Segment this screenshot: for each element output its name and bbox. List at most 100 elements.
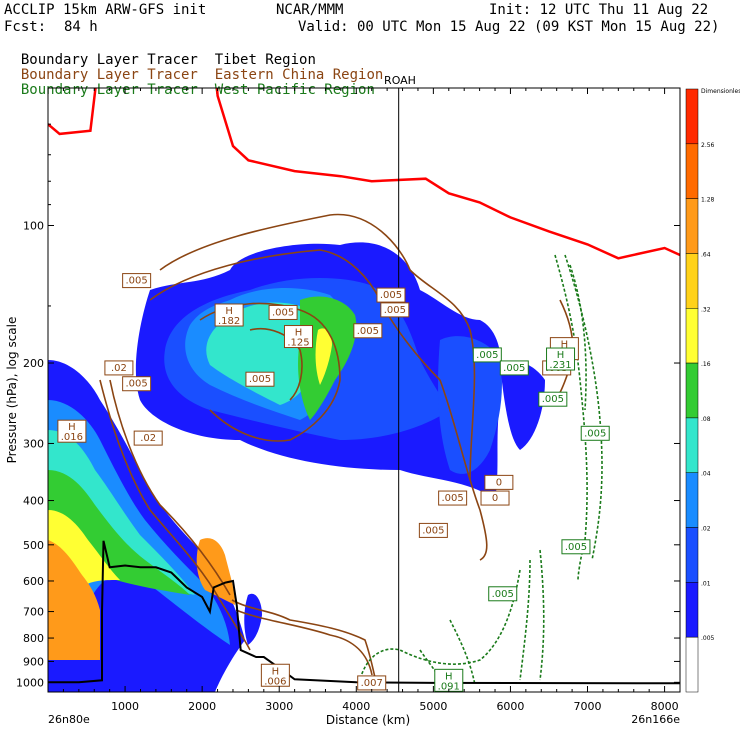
marker-label: ROAH bbox=[384, 74, 416, 87]
tracer-label-text: .005 bbox=[492, 589, 514, 600]
tracer-label-box bbox=[418, 522, 448, 538]
tracer-label-box bbox=[268, 304, 298, 320]
tracer-label-text: H bbox=[445, 671, 453, 682]
tracer-label-box bbox=[353, 323, 383, 339]
tracer-label-text: H bbox=[272, 666, 280, 677]
tracer-label-box bbox=[133, 430, 163, 446]
colorbar-swatch bbox=[685, 582, 699, 638]
tracer-label-box bbox=[283, 325, 313, 349]
tracer-label-text: .007 bbox=[361, 678, 383, 689]
x-tick-label: 8000 bbox=[651, 700, 679, 713]
y-tick-label: 1000 bbox=[16, 676, 44, 689]
org-label: NCAR/MMM bbox=[276, 2, 344, 18]
tracer-label-text: .005 bbox=[357, 326, 379, 337]
tracer-label-box bbox=[245, 371, 275, 387]
colorbar-label: 1.28 bbox=[701, 197, 715, 204]
x-tick-label: 5000 bbox=[419, 700, 447, 713]
tracer-label-text: .005 bbox=[476, 350, 498, 361]
tracer-label-box bbox=[538, 391, 568, 407]
x-tick-label: 3000 bbox=[265, 700, 293, 713]
plot-area: .005H.182.005H.125.005.005.02.02H.016.00… bbox=[48, 88, 680, 692]
tracer-label-text: .005 bbox=[442, 493, 464, 504]
tracer-label-text: .091 bbox=[438, 681, 460, 692]
y-tick-label: 200 bbox=[23, 357, 44, 370]
tracer-label-box bbox=[122, 273, 152, 289]
tracer-label-text: 0 bbox=[496, 477, 502, 488]
y-tick-label: 100 bbox=[23, 220, 44, 233]
y-axis-title: Pressure (hPa), log scale bbox=[5, 317, 19, 464]
colorbar-label: .32 bbox=[701, 306, 711, 313]
fcst-label: Fcst: bbox=[4, 19, 47, 35]
colorbar-label: .02 bbox=[701, 526, 711, 533]
tropopause-line bbox=[48, 88, 680, 260]
colorbar-label: Dimensionless bbox=[701, 88, 740, 95]
colorbar-swatch bbox=[685, 472, 699, 528]
colorbar-swatch bbox=[685, 253, 699, 309]
tracer-label-text: H bbox=[557, 350, 565, 361]
colorbar-swatch bbox=[685, 362, 699, 419]
legend-tibet: Boundary Layer Tracer Tibet Region bbox=[4, 36, 316, 68]
tracer-label-box bbox=[546, 347, 576, 371]
colorbar-swatch bbox=[685, 527, 699, 583]
tracer-label-box bbox=[260, 663, 290, 687]
x-end-label: 26n166e bbox=[631, 713, 680, 726]
tracer-label-text: .125 bbox=[287, 338, 309, 349]
colorbar-label: 2.56 bbox=[701, 142, 715, 149]
tracer-label-text: .005 bbox=[542, 394, 564, 405]
colorbar-swatch bbox=[685, 308, 699, 364]
tracer-label-text: .005 bbox=[584, 428, 606, 439]
y-tick-label: 600 bbox=[23, 575, 44, 588]
legend-west-pacific: Boundary Layer Tracer West Pacific Regio… bbox=[4, 66, 375, 98]
tracer-label-text: .005 bbox=[272, 307, 294, 318]
y-tick-label: 500 bbox=[23, 539, 44, 552]
x-tick-label: 4000 bbox=[342, 700, 370, 713]
x-start-label: 26n80e bbox=[48, 713, 90, 726]
tracer-labels: .005H.182.005H.125.005.005.02.02H.016.00… bbox=[57, 273, 610, 692]
y-tick-label: 700 bbox=[23, 606, 44, 619]
tracer-label-box bbox=[480, 490, 510, 506]
tracer-label-box bbox=[380, 302, 410, 318]
tracer-label-box bbox=[488, 586, 518, 602]
tibet-tracer-shading bbox=[48, 242, 545, 692]
legend-tibet-region: Tibet Region bbox=[214, 52, 316, 68]
tracer-label-box bbox=[499, 360, 529, 376]
tracer-label-text: .02 bbox=[111, 363, 127, 374]
tracer-label-box bbox=[561, 539, 591, 555]
x-tick-label: 6000 bbox=[496, 700, 524, 713]
tracer-label-text: 0 bbox=[492, 493, 498, 504]
legend-west-pacific-region: West Pacific Region bbox=[214, 82, 375, 98]
y-tick-label: 400 bbox=[23, 495, 44, 508]
colorbar-swatch bbox=[685, 417, 699, 473]
init-time: Init: 12 UTC Thu 11 Aug 22 bbox=[489, 2, 709, 18]
model-title: ACCLIP 15km ARW-GFS init bbox=[4, 2, 207, 18]
valid-time: Valid: 00 UTC Mon 15 Aug 22 (09 KST Mon … bbox=[298, 19, 720, 35]
colorbar-label: .64 bbox=[701, 251, 711, 258]
colorbar: Dimensionless 2.56 1.28 .64 .32 .16 .08 .04 .02.… bbox=[685, 88, 740, 693]
colorbar-swatch bbox=[685, 88, 699, 145]
tracer-label-box bbox=[376, 287, 406, 303]
tracer-label-text: H bbox=[225, 306, 233, 317]
fcst-value: 84 h bbox=[64, 19, 98, 35]
tracer-label-text: .005 bbox=[249, 374, 271, 385]
legend-eastern-china-name: Boundary Layer Tracer bbox=[20, 67, 198, 83]
y-axis: 100 200 300 400 500 600 700 800 900 1000 bbox=[16, 123, 680, 689]
x-tick-label: 1000 bbox=[111, 700, 139, 713]
y-tick-label: 900 bbox=[23, 655, 44, 668]
tracer-label-box bbox=[472, 347, 502, 363]
x-axis-title: Distance (km) bbox=[326, 713, 410, 727]
tracer-label-text: .005 bbox=[565, 542, 587, 553]
tracer-label-text: .006 bbox=[264, 676, 286, 687]
tracer-label-text: .005 bbox=[384, 305, 406, 316]
legend-west-pacific-name: Boundary Layer Tracer bbox=[20, 82, 198, 98]
colorbar-swatch bbox=[685, 143, 699, 199]
colorbar-swatch bbox=[685, 198, 699, 254]
legend-eastern-china-region: Eastern China Region bbox=[214, 67, 384, 83]
tracer-label-box bbox=[438, 490, 468, 506]
colorbar-label: .005 bbox=[701, 635, 715, 642]
tracer-label-box bbox=[214, 303, 244, 327]
y-tick-label: 800 bbox=[23, 632, 44, 645]
tracer-label-box bbox=[580, 425, 610, 441]
tracer-label-text: .005 bbox=[380, 290, 402, 301]
tracer-label-box bbox=[57, 419, 87, 443]
